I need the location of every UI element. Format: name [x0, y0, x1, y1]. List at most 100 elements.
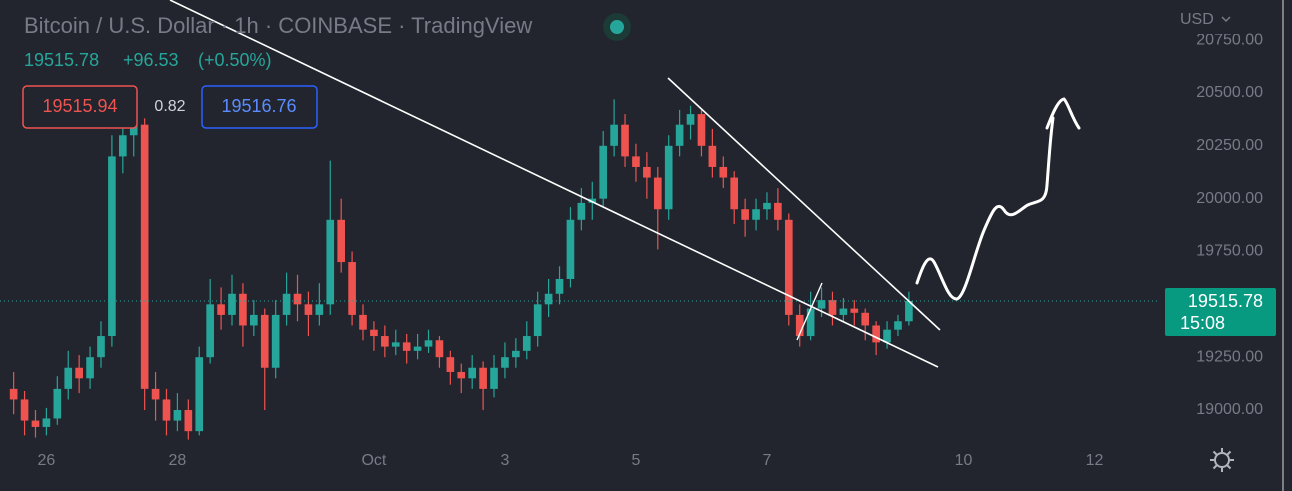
candle-body [129, 124, 138, 136]
candle-body [173, 410, 182, 421]
x-tick-label: 7 [763, 452, 772, 469]
candle-body [588, 198, 597, 203]
currency-backdrop [1166, 4, 1246, 34]
candle-body [675, 124, 684, 146]
y-tick-label: 19250.00 [1196, 348, 1263, 365]
candle-body [719, 166, 728, 178]
candle-body [97, 336, 105, 358]
candle-body [883, 329, 891, 343]
candle-body [75, 367, 83, 379]
candle-body [250, 314, 258, 326]
candle-body [544, 293, 553, 305]
candle-body [337, 219, 345, 263]
candle-body [850, 308, 859, 313]
candle-body [20, 399, 29, 421]
candle-body [479, 367, 487, 389]
x-tick-label: Oct [361, 452, 386, 469]
candle-body [752, 209, 760, 220]
candle-body [566, 219, 575, 279]
candle-body [304, 304, 313, 315]
candle-body [555, 278, 564, 294]
x-tick-label: 3 [500, 452, 509, 469]
ask-price: 19516.76 [221, 96, 296, 116]
trend-line [169, 0, 939, 368]
x-tick-label: 26 [38, 452, 56, 469]
candle-body [184, 410, 193, 432]
candle-body [326, 219, 335, 305]
candle-body [872, 325, 880, 343]
candle-body [610, 124, 618, 146]
candle-body [359, 314, 367, 330]
x-tick-label: 28 [169, 452, 187, 469]
candle-body [260, 314, 269, 368]
drawings [169, 0, 1081, 368]
hand-drawn-arrow [915, 116, 1055, 301]
candle-body [806, 308, 815, 337]
candle-body [643, 166, 651, 178]
candle-body [763, 202, 771, 210]
candle-body [370, 329, 378, 337]
candle-body [512, 350, 520, 358]
currency-button[interactable]: USD [1180, 11, 1214, 28]
settings-button[interactable] [1210, 448, 1234, 472]
candle-body [621, 124, 629, 157]
candle-body [839, 308, 848, 315]
y-tick-label: 20250.00 [1196, 137, 1263, 154]
candle-body [490, 367, 498, 389]
spread: 0.82 [154, 98, 185, 115]
candle-body [151, 388, 160, 400]
candle-body [217, 304, 225, 315]
candle-body [119, 135, 127, 157]
candle-body [228, 293, 236, 315]
candle-body [708, 145, 717, 167]
candle-body [315, 304, 324, 315]
candle-body [795, 314, 804, 337]
candle-body [730, 177, 739, 210]
candle-body [577, 202, 586, 220]
candle-body [741, 209, 749, 220]
candle-body [817, 300, 826, 309]
y-tick-label: 19750.00 [1196, 243, 1263, 260]
candle-body [784, 219, 793, 315]
candle-body [457, 371, 466, 379]
candle-body [828, 300, 837, 315]
candle-body [239, 293, 247, 326]
plot-area [0, 99, 1160, 440]
candle-body [162, 399, 171, 421]
candle-body [774, 202, 782, 220]
candle-body [522, 336, 531, 351]
y-tick-label: 19000.00 [1196, 401, 1263, 418]
candle-body [894, 321, 902, 330]
currency-chevron [1221, 16, 1231, 23]
candle-body [424, 340, 433, 347]
candle-body [391, 342, 400, 347]
gear-icon [1214, 452, 1230, 468]
y-tick-label: 20750.00 [1196, 31, 1263, 48]
last-price-badge [1165, 288, 1276, 337]
chart-title: Bitcoin / U.S. Dollar · 1h · COINBASE · … [24, 13, 532, 38]
gear-teeth [1210, 448, 1234, 472]
x-tick-label: 12 [1086, 452, 1104, 469]
candle-body [599, 145, 608, 199]
candle-body [206, 304, 214, 358]
candle-body [533, 304, 542, 337]
candle-body [108, 156, 116, 337]
candle-body [861, 312, 870, 326]
candle-body [348, 262, 356, 315]
sell-button[interactable] [22, 85, 138, 129]
candle-body [501, 357, 509, 368]
buy-button[interactable] [201, 85, 318, 129]
y-tick-label: 20500.00 [1196, 84, 1263, 101]
candle-body [413, 346, 422, 351]
x-axis: 26 28 Oct 3 5 7 10 12 [38, 447, 1104, 469]
candle-body [686, 114, 695, 125]
trend-line [667, 77, 941, 331]
candle-body [468, 367, 477, 379]
arrow-head [1045, 97, 1081, 130]
candle-body [905, 301, 913, 322]
candle-body [140, 124, 149, 389]
